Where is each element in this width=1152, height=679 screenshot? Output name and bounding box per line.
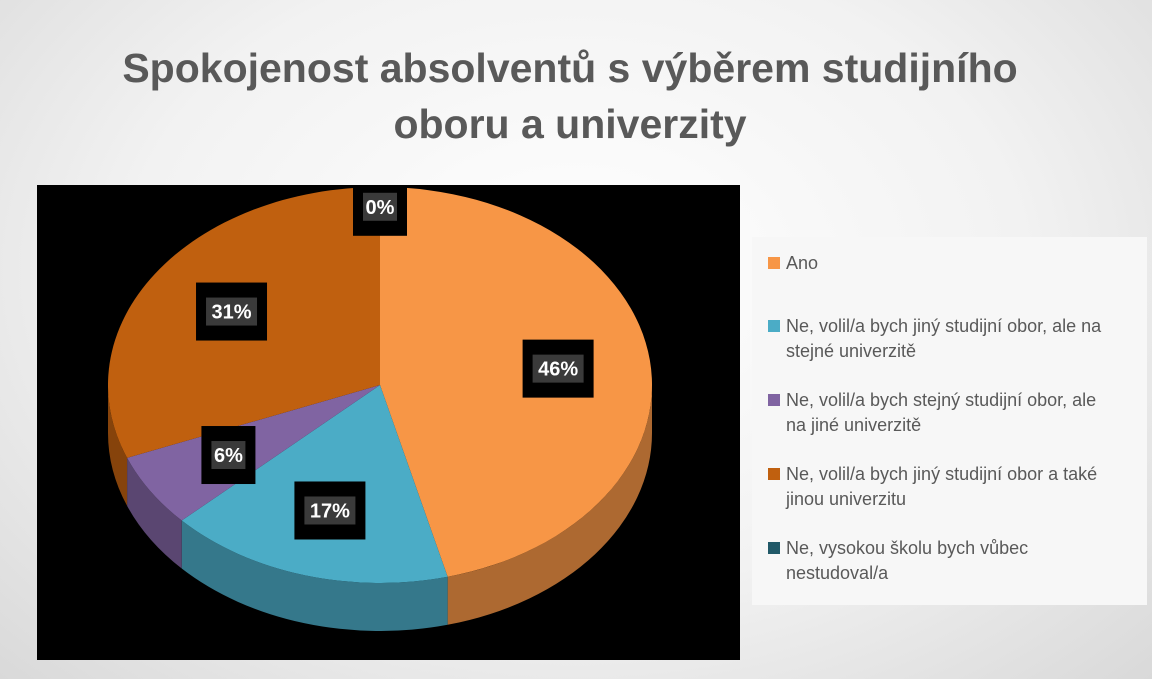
data-label: 6% (214, 445, 243, 467)
legend-entry: Ano (768, 251, 1137, 276)
data-label-bg (206, 297, 258, 326)
legend-swatch (768, 320, 780, 332)
legend-label: Ne, volil/a bych stejný studijní obor, a… (786, 390, 1097, 435)
slice-side (447, 385, 652, 625)
legend-entry: Ne, volil/a bych jiný studijní obor a ta… (768, 462, 1137, 512)
legend-label: Ne, volil/a bych jiný studijní obor a ta… (786, 464, 1098, 509)
legend-entry: Ne, volil/a bych stejný studijní obor, a… (768, 388, 1137, 438)
legend-swatch (768, 468, 780, 480)
legend-label: Ne, vysokou školu bych vůbec nestudoval/… (786, 538, 1029, 583)
data-label: 31% (212, 302, 252, 324)
data-label-bg (363, 192, 397, 221)
legend-swatch (768, 542, 780, 554)
slice-side (108, 385, 128, 506)
slice-side (127, 457, 182, 569)
slice-side (181, 520, 448, 631)
data-label: 17% (310, 500, 350, 522)
legend-label: Ne, volil/a bych jiný studijní obor, ale… (786, 316, 1102, 361)
data-label-bg (532, 354, 584, 383)
slice (380, 187, 653, 577)
legend-swatch (768, 394, 780, 406)
data-label: 0% (366, 197, 395, 219)
legend-entry: Ne, vysokou školu bych vůbec nestudoval/… (768, 536, 1137, 586)
data-label-bg (211, 441, 246, 470)
data-label: 46% (538, 359, 578, 381)
data-label-bg (304, 496, 356, 525)
chart: 46% 17% 6% 31% 0% (37, 185, 740, 660)
legend: Ano Ne, volil/a bych jiný studijní obor, … (752, 237, 1147, 605)
legend-swatch (768, 257, 780, 269)
legend-entry: Ne, volil/a bych jiný studijní obor, ale… (768, 314, 1137, 364)
legend-label: Ano (786, 253, 819, 273)
chart-title: Spokojenost absolventů s výběrem studijn… (122, 45, 1018, 147)
